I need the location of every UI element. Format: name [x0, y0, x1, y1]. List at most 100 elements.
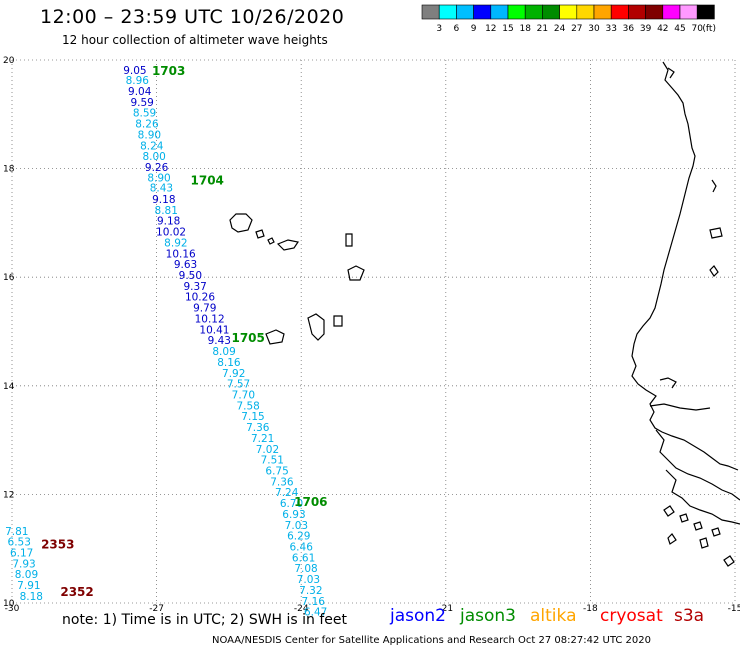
- colorbar-tick-label: 12: [485, 24, 496, 34]
- wave-height-value: 7.08: [294, 563, 317, 575]
- colorbar-tick-label: 70: [691, 24, 703, 34]
- wave-height-value: 10.02: [156, 227, 186, 239]
- map-title: 12:00 – 23:59 UTC 10/26/2020: [40, 6, 345, 28]
- coastline: [229, 61, 740, 567]
- wave-height-value: 10.16: [166, 248, 196, 260]
- island-boa-vista: [347, 265, 365, 281]
- wave-height-value: 9.37: [183, 281, 206, 293]
- wave-height-value: 8.81: [155, 205, 178, 217]
- island-coast-5: [667, 533, 677, 545]
- lat-tick-label: 20: [3, 56, 15, 66]
- coast-inlet-2: [711, 179, 717, 193]
- legend-jason2: jason2: [390, 606, 446, 626]
- map-subtitle: 12 hour collection of altimeter wave hei…: [62, 33, 328, 47]
- wave-height-value: 8.24: [140, 140, 164, 152]
- wave-height-value: 6.29: [287, 531, 310, 543]
- colorbar-tick-label: 45: [674, 24, 685, 34]
- wave-height-value: 7.21: [251, 433, 274, 445]
- wave-height-value: 8.59: [133, 108, 156, 120]
- colorbar-swatch: [696, 4, 715, 20]
- wave-height-value: 10.26: [185, 292, 215, 304]
- colorbar-tick-label: 6: [454, 24, 460, 34]
- wave-height-value: 7.93: [12, 558, 35, 570]
- wave-height-value: 10.12: [195, 313, 225, 325]
- lon-tick-label: -18: [583, 604, 598, 614]
- wave-height-value: 7.91: [17, 580, 40, 592]
- coast-senegal-estuary: [659, 377, 677, 389]
- colorbar-tick-label: 18: [519, 24, 531, 34]
- island-coast-8: [709, 265, 719, 277]
- units-note: note: 1) Time is in UTC; 2) SWH is in fe…: [62, 612, 348, 628]
- wave-height-value: 7.81: [5, 526, 28, 538]
- pass-label: 2353: [41, 537, 74, 551]
- coast-gambia: [649, 403, 711, 411]
- wave-height-value: 7.32: [299, 585, 322, 597]
- wave-height-value: 9.26: [145, 162, 169, 174]
- wave-height-value: 6.17: [10, 548, 33, 560]
- legend-altika: altika: [530, 606, 577, 626]
- island-bijagos-3: [693, 521, 703, 531]
- wave-height-value: 8.90: [138, 129, 161, 141]
- wave-height-value: 7.16: [302, 596, 326, 608]
- africa-coastline: [631, 61, 739, 471]
- wave-height-value: 9.18: [152, 194, 175, 206]
- wave-height-colorbar: 3 6 9 12 15 18 21 24 27 30 33 36 39 42 45 70 (ft): [421, 4, 716, 34]
- wave-height-value: 9.79: [193, 303, 216, 315]
- wave-height-value: 6.93: [282, 509, 305, 521]
- colorbar-tick-label: 27: [571, 24, 582, 34]
- island-bijagos-1: [663, 505, 675, 517]
- wave-height-value: 9.04: [128, 86, 152, 98]
- axis-tick-labels: -30 -27 -24 -21 -18 -15 20 18 16 14 12 10: [3, 56, 740, 614]
- wave-height-value: 7.57: [227, 379, 250, 391]
- pass-label: 1706: [294, 495, 327, 509]
- credit-line: NOAA/NESDIS Center for Satellite Applica…: [212, 635, 651, 646]
- lat-tick-label: 14: [3, 382, 15, 392]
- coast-south: [655, 429, 740, 501]
- wave-height-value: 10.41: [199, 324, 229, 336]
- colorbar-unit: (ft): [702, 24, 716, 34]
- wave-height-value: 9.18: [157, 216, 180, 228]
- island-sao-nicolau: [276, 239, 299, 251]
- coast-guinea: [665, 469, 740, 525]
- lat-tick-label: 10: [3, 599, 15, 609]
- legend-jason3: jason3: [460, 606, 516, 626]
- pass-label: 1703: [152, 64, 185, 78]
- pass-label: 1704: [191, 173, 224, 187]
- wave-height-value: 9.63: [174, 259, 197, 271]
- island-santiago: [307, 313, 325, 341]
- island-coast-9: [709, 227, 723, 239]
- lon-tick-label: -21: [438, 604, 453, 614]
- colorbar-tick-label: 36: [623, 24, 635, 34]
- lat-lon-grid: [11, 59, 736, 604]
- island-coast-6: [699, 537, 709, 549]
- wave-height-value: 6.46: [290, 542, 314, 554]
- island-maio: [333, 315, 343, 327]
- colorbar-tick-label: 30: [588, 24, 600, 34]
- wave-height-value: 8.09: [212, 346, 235, 358]
- wave-height-value: 9.05: [123, 65, 146, 77]
- pass-label: 2352: [60, 585, 93, 599]
- wave-height-value: 8.26: [135, 119, 159, 131]
- wave-height-value: 6.70: [280, 498, 303, 510]
- colorbar-tick-label: 15: [502, 24, 513, 34]
- wave-height-value: 6.53: [8, 537, 31, 549]
- legend-s3a: s3a: [674, 606, 705, 626]
- island-bijagos-2: [679, 513, 689, 523]
- colorbar-tick-label: 9: [471, 24, 477, 34]
- wave-height-values: 9.058.969.049.598.598.268.908.248.009.26…: [5, 65, 327, 619]
- lon-tick-label: -24: [294, 604, 309, 614]
- wave-height-value: 9.59: [130, 97, 153, 109]
- island-sal: [345, 233, 353, 247]
- coast-inlet-1: [667, 67, 675, 79]
- island-santo-antao: [229, 213, 253, 233]
- colorbar-tick-label: 21: [537, 24, 548, 34]
- island-fogo: [265, 329, 285, 345]
- wave-height-value: 7.51: [261, 455, 284, 467]
- wave-height-value: 7.36: [270, 476, 294, 488]
- lat-tick-label: 12: [3, 490, 14, 500]
- wave-height-value: 6.75: [265, 466, 288, 478]
- wave-height-value: 8.18: [20, 591, 43, 603]
- wave-height-value: 7.15: [241, 411, 264, 423]
- wave-height-value: 8.92: [164, 237, 187, 249]
- wave-height-value: 8.43: [150, 183, 173, 195]
